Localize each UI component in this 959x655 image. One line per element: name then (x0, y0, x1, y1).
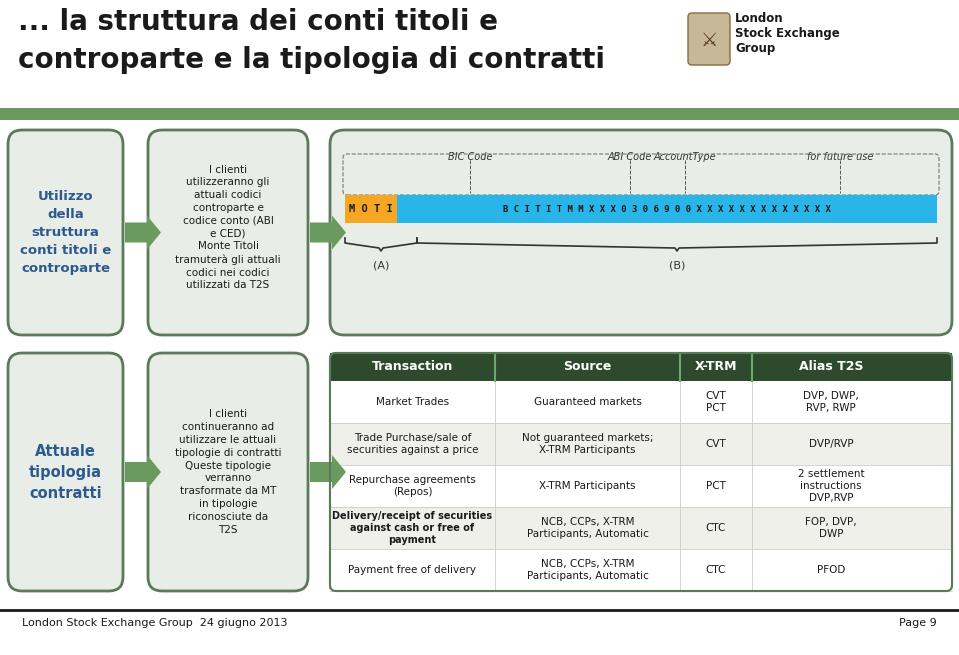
Text: Payment free of delivery: Payment free of delivery (348, 565, 477, 575)
FancyBboxPatch shape (688, 13, 730, 65)
Bar (330, 507, 952, 549)
Text: ABI Code: ABI Code (608, 152, 652, 162)
Bar (330, 465, 952, 507)
Text: Repurchase agreements
(Repos): Repurchase agreements (Repos) (349, 475, 476, 497)
Bar (345, 195, 397, 223)
Text: ... la struttura dei conti titoli e: ... la struttura dei conti titoli e (18, 8, 498, 36)
Text: Transaction: Transaction (372, 360, 454, 373)
Text: controparte e la tipologia di contratti: controparte e la tipologia di contratti (18, 46, 605, 74)
Text: Attuale
tipologia
contratti: Attuale tipologia contratti (29, 443, 102, 500)
Bar (330, 353, 952, 381)
FancyBboxPatch shape (148, 353, 308, 591)
Bar (0, 108, 959, 120)
Text: PCT: PCT (706, 481, 726, 491)
Bar (330, 549, 952, 591)
FancyBboxPatch shape (8, 130, 123, 335)
Text: Not guaranteed markets;
X-TRM Participants: Not guaranteed markets; X-TRM Participan… (522, 433, 653, 455)
Bar (397, 195, 937, 223)
Text: DVP, DWP,
RVP, RWP: DVP, DWP, RVP, RWP (803, 391, 859, 413)
Text: Guaranteed markets: Guaranteed markets (533, 397, 642, 407)
Text: I clienti
utilizzeranno gli
attuali codici
controparte e
codice conto (ABI
e CED: I clienti utilizzeranno gli attuali codi… (175, 164, 281, 290)
Text: AccountType: AccountType (654, 152, 716, 162)
Text: CVT: CVT (706, 439, 726, 449)
Text: I clienti
continueranno ad
utilizzare le attuali
tipologie di contratti
Queste t: I clienti continueranno ad utilizzare le… (175, 409, 281, 534)
Text: CTC: CTC (706, 565, 726, 575)
Text: Utilizzo
della
struttura
conti titoli e
controparte: Utilizzo della struttura conti titoli e … (20, 190, 111, 275)
FancyBboxPatch shape (330, 353, 952, 591)
Text: DVP/RVP: DVP/RVP (808, 439, 854, 449)
Text: PFOD: PFOD (817, 565, 845, 575)
Text: M O T I: M O T I (349, 204, 393, 214)
Text: CTC: CTC (706, 523, 726, 533)
Text: 2 settlement
instructions
DVP,RVP: 2 settlement instructions DVP,RVP (798, 468, 864, 504)
FancyArrow shape (310, 455, 346, 489)
Text: Page 9: Page 9 (900, 618, 937, 628)
Text: Source: Source (563, 360, 612, 373)
Text: London
Stock Exchange
Group: London Stock Exchange Group (735, 12, 840, 55)
Text: X-TRM Participants: X-TRM Participants (539, 481, 636, 491)
Text: London Stock Exchange Group  24 giugno 2013: London Stock Exchange Group 24 giugno 20… (22, 618, 288, 628)
Text: BIC Code: BIC Code (448, 152, 492, 162)
Text: X-TRM: X-TRM (694, 360, 737, 373)
Text: Trade Purchase/sale of
securities against a price: Trade Purchase/sale of securities agains… (347, 433, 479, 455)
Text: (B): (B) (668, 260, 685, 270)
Text: B C I T I T M M X X X 0 3 0 6 9 0 0 X X X X X X X X X X X X X: B C I T I T M M X X X 0 3 0 6 9 0 0 X X … (503, 204, 830, 214)
Text: Delivery/receipt of securities
against cash or free of
payment: Delivery/receipt of securities against c… (333, 511, 493, 546)
Text: (A): (A) (373, 260, 389, 270)
Text: NCB, CCPs, X-TRM
Participants, Automatic: NCB, CCPs, X-TRM Participants, Automatic (526, 517, 648, 539)
FancyArrow shape (125, 215, 161, 250)
Text: ⚔: ⚔ (700, 31, 717, 50)
Bar (330, 381, 952, 423)
Text: CVT
PCT: CVT PCT (706, 391, 726, 413)
FancyArrow shape (125, 455, 161, 489)
FancyArrow shape (310, 215, 346, 250)
Text: NCB, CCPs, X-TRM
Participants, Automatic: NCB, CCPs, X-TRM Participants, Automatic (526, 559, 648, 581)
Text: Alias T2S: Alias T2S (799, 360, 863, 373)
Text: for future use: for future use (807, 152, 874, 162)
FancyBboxPatch shape (8, 353, 123, 591)
FancyBboxPatch shape (148, 130, 308, 335)
Text: FOP, DVP,
DWP: FOP, DVP, DWP (806, 517, 856, 539)
FancyBboxPatch shape (330, 130, 952, 335)
Text: Market Trades: Market Trades (376, 397, 449, 407)
Bar (330, 423, 952, 465)
